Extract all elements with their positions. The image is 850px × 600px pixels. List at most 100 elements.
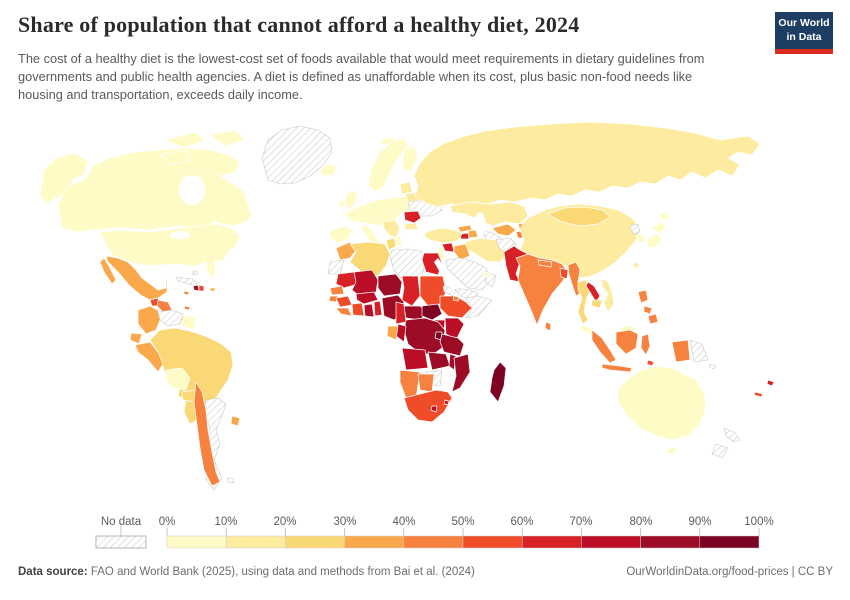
country-iraq[interactable] bbox=[453, 243, 471, 261]
country-mexico[interactable] bbox=[105, 255, 168, 301]
country-haiti[interactable] bbox=[192, 284, 200, 292]
country-turkey[interactable] bbox=[423, 227, 463, 244]
owid-link[interactable]: OurWorldinData.org/food-prices | CC BY bbox=[626, 566, 833, 578]
country-indonesia-sumatra[interactable] bbox=[591, 329, 617, 364]
country-guinea-bissau[interactable] bbox=[328, 295, 339, 303]
country-indonesia-papua[interactable] bbox=[671, 339, 691, 363]
country-spain[interactable] bbox=[328, 225, 353, 244]
country-algeria[interactable] bbox=[349, 241, 391, 277]
country-ghana[interactable] bbox=[363, 303, 375, 318]
country-chile[interactable] bbox=[193, 381, 221, 487]
country-uruguay[interactable] bbox=[230, 415, 241, 427]
country-bolivia[interactable] bbox=[165, 367, 191, 391]
country-chad[interactable] bbox=[401, 275, 421, 307]
country-dominican-republic[interactable] bbox=[198, 284, 205, 292]
country-papua-new-guinea[interactable] bbox=[689, 339, 709, 363]
country-uzbekistan[interactable] bbox=[491, 223, 517, 237]
country-india[interactable] bbox=[515, 253, 569, 326]
country-guinea[interactable] bbox=[335, 295, 353, 308]
country-north-korea[interactable] bbox=[629, 223, 641, 235]
country-canada-arctic-islands[interactable] bbox=[159, 129, 246, 166]
country-australia[interactable] bbox=[617, 365, 707, 441]
country-uae[interactable] bbox=[482, 271, 491, 278]
country-tunisia[interactable] bbox=[385, 237, 397, 251]
country-alaska[interactable] bbox=[39, 152, 89, 205]
country-togo-benin[interactable] bbox=[373, 300, 383, 317]
country-armenia[interactable] bbox=[459, 232, 470, 240]
country-botswana[interactable] bbox=[417, 373, 435, 393]
country-new-zealand[interactable] bbox=[711, 427, 741, 459]
country-saudi-arabia[interactable] bbox=[445, 257, 491, 291]
country-tasmania[interactable] bbox=[666, 447, 677, 456]
country-kenya[interactable] bbox=[444, 317, 465, 341]
country-mexico-baja[interactable] bbox=[99, 257, 117, 285]
country-djibouti[interactable] bbox=[452, 295, 460, 302]
country-usa[interactable] bbox=[99, 223, 241, 281]
country-angola[interactable] bbox=[401, 347, 429, 371]
country-romania[interactable] bbox=[403, 210, 422, 224]
country-kazakhstan[interactable] bbox=[449, 201, 529, 227]
country-russia[interactable] bbox=[413, 121, 761, 208]
country-dr-congo[interactable] bbox=[403, 317, 446, 356]
country-taiwan[interactable] bbox=[632, 261, 640, 270]
country-new-caledonia[interactable] bbox=[753, 391, 764, 398]
country-trinidad[interactable] bbox=[183, 305, 191, 311]
country-tanzania[interactable] bbox=[439, 333, 465, 357]
country-sri-lanka[interactable] bbox=[544, 321, 552, 332]
country-baltics[interactable] bbox=[399, 181, 413, 195]
country-finland[interactable] bbox=[401, 145, 419, 173]
country-south-sudan[interactable] bbox=[421, 303, 443, 321]
country-georgia[interactable] bbox=[457, 224, 473, 233]
country-namibia[interactable] bbox=[399, 369, 421, 399]
country-solomon-islands[interactable] bbox=[708, 363, 717, 370]
country-timor-leste[interactable] bbox=[646, 359, 655, 367]
country-guyana-suriname[interactable] bbox=[181, 314, 197, 331]
country-cuba[interactable] bbox=[175, 276, 199, 286]
country-balkans[interactable] bbox=[382, 219, 401, 239]
country-united-kingdom[interactable] bbox=[344, 189, 358, 211]
country-mozambique[interactable] bbox=[451, 353, 471, 393]
country-venezuela[interactable] bbox=[157, 309, 184, 327]
country-lesotho[interactable] bbox=[430, 405, 438, 413]
country-mongolia[interactable] bbox=[547, 206, 611, 227]
country-egypt[interactable] bbox=[421, 252, 443, 276]
country-vietnam[interactable] bbox=[601, 277, 615, 313]
country-ecuador[interactable] bbox=[129, 332, 143, 345]
country-cote-divoire[interactable] bbox=[351, 302, 365, 317]
country-falklands[interactable] bbox=[226, 477, 235, 484]
country-puerto-rico[interactable] bbox=[209, 287, 216, 292]
country-zambia[interactable] bbox=[427, 351, 451, 371]
country-senegal[interactable] bbox=[329, 285, 345, 296]
legend-nodata-swatch[interactable] bbox=[95, 535, 147, 549]
country-sierra-leone-liberia[interactable] bbox=[335, 307, 353, 317]
country-south-korea[interactable] bbox=[635, 233, 646, 244]
country-fiji[interactable] bbox=[766, 379, 775, 387]
country-bangladesh[interactable] bbox=[559, 267, 569, 280]
country-burkina-faso[interactable] bbox=[355, 291, 379, 305]
legend-color-bar[interactable] bbox=[166, 535, 760, 549]
country-nepal[interactable] bbox=[537, 259, 553, 268]
country-ireland[interactable] bbox=[337, 199, 345, 208]
country-philippines[interactable] bbox=[637, 289, 659, 325]
country-azerbaijan[interactable] bbox=[467, 229, 479, 239]
country-somalia[interactable] bbox=[465, 295, 493, 319]
country-madagascar[interactable] bbox=[489, 361, 507, 403]
country-western-sahara[interactable] bbox=[327, 259, 345, 275]
country-iceland[interactable] bbox=[319, 163, 338, 177]
country-cambodia[interactable] bbox=[591, 299, 603, 309]
country-niger[interactable] bbox=[377, 273, 403, 297]
country-iran[interactable] bbox=[464, 237, 509, 263]
country-mauritania[interactable] bbox=[335, 271, 359, 289]
country-indonesia-borneo[interactable] bbox=[615, 329, 639, 355]
country-norway-sweden[interactable] bbox=[367, 137, 409, 193]
country-greenland[interactable] bbox=[261, 125, 333, 185]
country-bahamas[interactable] bbox=[191, 270, 199, 276]
country-cameroon[interactable] bbox=[395, 301, 407, 325]
country-jamaica[interactable] bbox=[183, 290, 190, 296]
country-canada[interactable] bbox=[57, 147, 253, 233]
country-peru[interactable] bbox=[134, 341, 164, 373]
country-eswatini[interactable] bbox=[443, 399, 450, 406]
country-colombia[interactable] bbox=[137, 305, 161, 335]
country-japan[interactable] bbox=[646, 211, 670, 249]
